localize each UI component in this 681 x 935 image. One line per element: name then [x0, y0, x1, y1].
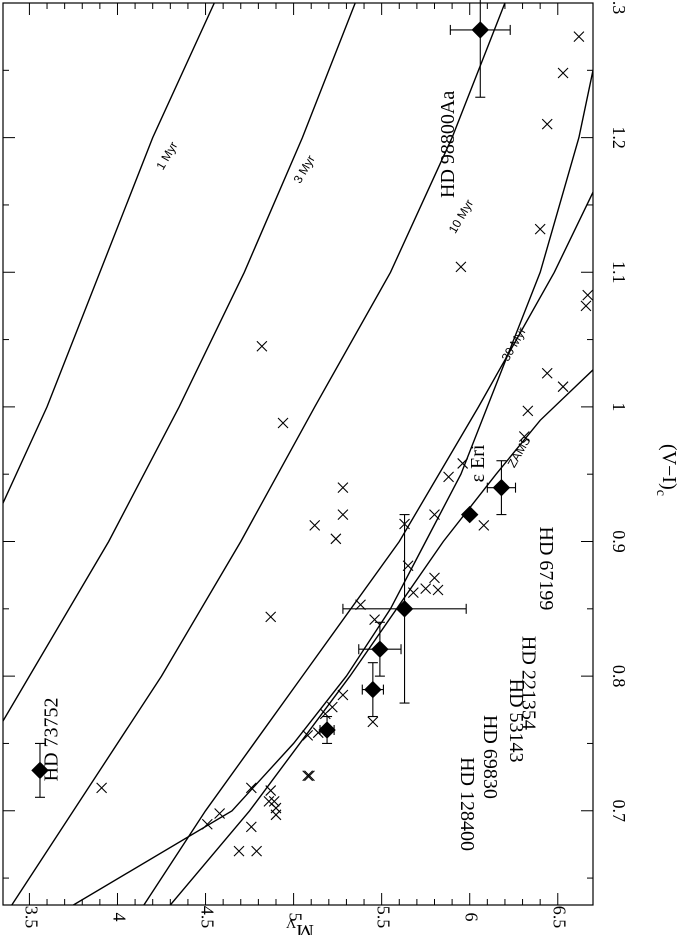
y-tick-label: 5.5: [374, 906, 394, 929]
cross-point: [367, 716, 379, 728]
cross-point: [455, 261, 467, 273]
cross-point: [337, 689, 349, 701]
cross-point: [443, 471, 454, 483]
cross-point: [573, 31, 585, 43]
star-label: HD 53143: [505, 679, 527, 763]
x-axis-title: (V−I)c: [653, 444, 680, 496]
cross-point: [302, 770, 314, 782]
star-label: HD 128400: [456, 757, 478, 851]
cross-point: [245, 782, 257, 794]
cross-point: [369, 614, 381, 625]
cross-point: [534, 223, 546, 235]
cross-point: [302, 729, 314, 741]
cross-point: [420, 583, 432, 595]
isochrones: [3, 3, 593, 905]
isochrone-curve: [11, 3, 506, 905]
cross-point: [541, 118, 553, 130]
star-marker: [371, 640, 389, 658]
cross-point: [277, 417, 289, 429]
cross-point: [580, 300, 592, 312]
y-tick-label: 3.5: [21, 906, 41, 929]
cross-points: [96, 31, 594, 857]
star-label: HD 67199: [535, 526, 557, 610]
star-marker: [364, 680, 382, 699]
cross-point: [265, 785, 277, 796]
cross-point: [355, 599, 366, 611]
cross-point: [518, 431, 530, 442]
star-label: ε Eri: [467, 444, 489, 482]
cross-point: [201, 818, 213, 830]
cross-point: [304, 770, 315, 782]
cross-point: [429, 572, 440, 584]
cross-point: [541, 367, 553, 379]
x-tick-label: 1.3: [609, 0, 629, 14]
isochrone-curve: [169, 368, 593, 905]
x-tick-label: 0.9: [609, 530, 629, 553]
isochrone-label: 30 Myr: [499, 325, 529, 364]
cross-point: [233, 845, 245, 857]
cross-point: [270, 809, 282, 821]
star-label: HD 69830: [479, 715, 501, 799]
y-tick-label: 4: [109, 913, 129, 922]
y-tick-label: 4.5: [197, 906, 217, 929]
highlighted-stars: [31, 0, 517, 798]
x-tick-label: 1.2: [609, 126, 629, 149]
y-tick-label: 5: [285, 913, 305, 922]
isochrone-curve: [3, 3, 215, 505]
star-label: HD 98800Aa: [437, 91, 459, 198]
star-marker: [318, 721, 336, 739]
isochrone-curve: [3, 3, 356, 723]
x-tick-label: 1: [609, 402, 629, 411]
cross-point: [337, 509, 349, 520]
star-marker: [461, 505, 479, 524]
y-tick-label: 6.5: [550, 906, 570, 929]
isochrone-label: 1 Myr: [153, 139, 180, 172]
isochrone-label: 3 Myr: [291, 153, 318, 186]
isochrone-label: ZAMS: [505, 434, 534, 470]
cross-point: [96, 782, 108, 794]
cross-point: [330, 533, 342, 545]
isochrone-curve: [143, 190, 593, 905]
x-tick-label: 0.7: [609, 800, 629, 823]
cross-point: [309, 519, 321, 531]
cross-point: [582, 289, 594, 301]
y-tick-label: 6: [462, 913, 482, 922]
cross-point: [522, 405, 534, 417]
cross-point: [268, 795, 280, 807]
cross-point: [557, 67, 569, 79]
x-tick-label: 1.1: [609, 261, 629, 284]
plot-area: 1 Myr 3 Myr 10 Myr 30 Myr ZAMS HD 73752 HD 128…: [2, 0, 594, 906]
cross-point: [256, 340, 268, 352]
cross-point: [265, 611, 277, 623]
star-label: HD 73752: [41, 697, 63, 781]
x-tick-label: 0.8: [609, 665, 629, 688]
star-marker: [395, 600, 414, 618]
x-axis: 0.7 0.8 0.9 1 1.1 1.2 1.3: [3, 0, 629, 879]
cross-point: [245, 821, 257, 833]
cross-point: [429, 509, 440, 520]
y-axis: 3.5 4 4.5 5 5.5 6 6.5: [21, 3, 570, 929]
cross-point: [432, 584, 444, 596]
cross-point: [214, 808, 226, 819]
plot-frame: [2, 2, 594, 906]
star-marker: [31, 761, 49, 780]
star-marker: [492, 478, 511, 497]
cross-point: [326, 701, 338, 713]
isochrone-curve: [73, 66, 593, 905]
y-axis-title: MV: [286, 915, 314, 935]
star-marker: [471, 21, 489, 39]
isochrone-label: 10 Myr: [446, 197, 476, 236]
cross-point: [407, 587, 419, 599]
cross-point: [557, 381, 569, 393]
cross-point: [337, 482, 349, 494]
cross-point: [251, 845, 263, 857]
star-label: HD 221354: [518, 636, 540, 730]
cross-point: [478, 519, 490, 531]
cross-point: [457, 458, 469, 469]
